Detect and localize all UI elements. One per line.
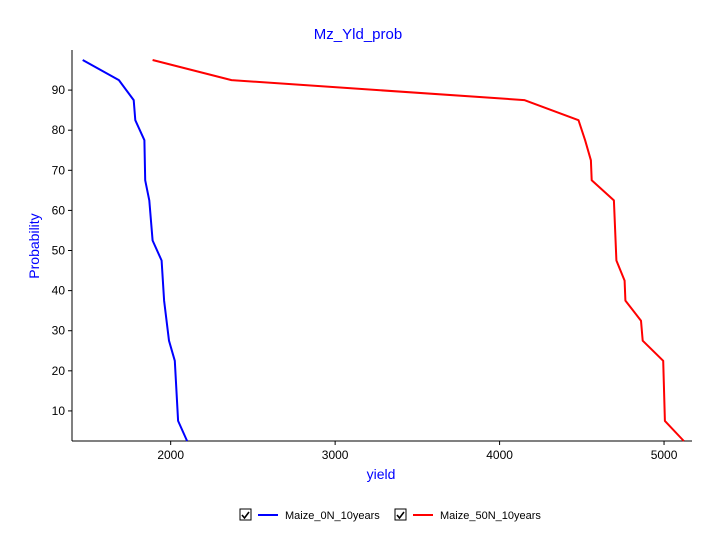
legend-checkbox[interactable] bbox=[239, 508, 252, 521]
y-tick-label: 30 bbox=[52, 324, 66, 338]
series-line-1 bbox=[82, 59, 189, 442]
x-axis-ticks: 2000 3000 4000 5000 bbox=[157, 441, 678, 462]
checkmark-icon bbox=[396, 511, 405, 520]
y-tick-label: 70 bbox=[52, 163, 66, 177]
y-tick-label: 10 bbox=[52, 404, 66, 418]
legend-item-1[interactable]: Maize_0N_10years bbox=[239, 508, 380, 522]
legend-label: Maize_50N_10years bbox=[440, 510, 541, 522]
y-tick-label: 60 bbox=[52, 203, 66, 217]
series-line-2 bbox=[152, 59, 685, 442]
y-tick-label: 50 bbox=[52, 244, 66, 258]
x-tick-label: 4000 bbox=[486, 448, 513, 462]
x-tick-label: 2000 bbox=[157, 448, 184, 462]
legend: Maize_0N_10years Maize_50N_10years bbox=[239, 508, 541, 522]
x-axis-label: yield bbox=[367, 466, 396, 482]
y-tick-label: 90 bbox=[52, 83, 66, 97]
x-tick-label: 5000 bbox=[651, 448, 678, 462]
x-tick-label: 3000 bbox=[322, 448, 349, 462]
legend-checkbox[interactable] bbox=[394, 508, 407, 521]
legend-label: Maize_0N_10years bbox=[285, 510, 380, 522]
y-axis-label: Probability bbox=[26, 213, 42, 278]
checkmark-icon bbox=[241, 511, 250, 520]
y-tick-label: 40 bbox=[52, 284, 66, 298]
plot-area bbox=[82, 59, 685, 442]
y-tick-label: 80 bbox=[52, 123, 66, 137]
chart-title: Mz_Yld_prob bbox=[314, 26, 402, 43]
y-tick-label: 20 bbox=[52, 364, 66, 378]
y-axis-ticks: 10 20 30 40 50 60 70 80 90 bbox=[52, 83, 72, 418]
legend-item-2[interactable]: Maize_50N_10years bbox=[394, 508, 541, 522]
